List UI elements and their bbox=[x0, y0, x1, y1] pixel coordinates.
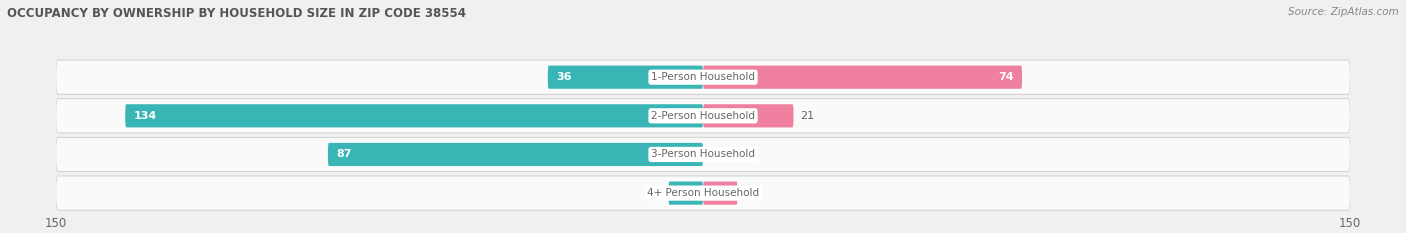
FancyBboxPatch shape bbox=[703, 65, 1022, 89]
FancyBboxPatch shape bbox=[668, 182, 703, 205]
Text: Source: ZipAtlas.com: Source: ZipAtlas.com bbox=[1288, 7, 1399, 17]
Text: 8: 8 bbox=[744, 188, 751, 198]
Text: 36: 36 bbox=[557, 72, 572, 82]
Text: 4+ Person Household: 4+ Person Household bbox=[647, 188, 759, 198]
FancyBboxPatch shape bbox=[56, 99, 1350, 133]
FancyBboxPatch shape bbox=[125, 104, 703, 127]
Text: 0: 0 bbox=[710, 149, 717, 159]
FancyBboxPatch shape bbox=[56, 177, 1350, 209]
FancyBboxPatch shape bbox=[703, 182, 738, 205]
Text: 8: 8 bbox=[655, 188, 662, 198]
Text: 2-Person Household: 2-Person Household bbox=[651, 111, 755, 121]
Text: 74: 74 bbox=[998, 72, 1014, 82]
FancyBboxPatch shape bbox=[548, 65, 703, 89]
FancyBboxPatch shape bbox=[56, 137, 1350, 172]
FancyBboxPatch shape bbox=[56, 61, 1350, 94]
FancyBboxPatch shape bbox=[56, 176, 1350, 210]
Text: 1-Person Household: 1-Person Household bbox=[651, 72, 755, 82]
FancyBboxPatch shape bbox=[703, 104, 793, 127]
FancyBboxPatch shape bbox=[56, 60, 1350, 94]
FancyBboxPatch shape bbox=[56, 138, 1350, 171]
Text: OCCUPANCY BY OWNERSHIP BY HOUSEHOLD SIZE IN ZIP CODE 38554: OCCUPANCY BY OWNERSHIP BY HOUSEHOLD SIZE… bbox=[7, 7, 465, 20]
Text: 21: 21 bbox=[800, 111, 814, 121]
FancyBboxPatch shape bbox=[56, 99, 1350, 132]
Text: 87: 87 bbox=[336, 149, 352, 159]
Text: 3-Person Household: 3-Person Household bbox=[651, 149, 755, 159]
Text: 134: 134 bbox=[134, 111, 157, 121]
FancyBboxPatch shape bbox=[328, 143, 703, 166]
